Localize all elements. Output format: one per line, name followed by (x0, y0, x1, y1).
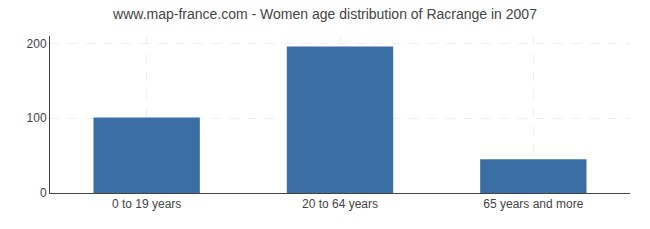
svg-text:200: 200 (27, 37, 47, 51)
svg-text:www.map-france.com - Women age: www.map-france.com - Women age distribut… (112, 6, 537, 22)
svg-text:0 to 19 years: 0 to 19 years (112, 197, 181, 211)
svg-text:65 years and more: 65 years and more (483, 197, 583, 211)
svg-text:100: 100 (27, 111, 47, 125)
svg-text:0: 0 (40, 186, 47, 200)
svg-text:20 to 64 years: 20 to 64 years (302, 197, 378, 211)
